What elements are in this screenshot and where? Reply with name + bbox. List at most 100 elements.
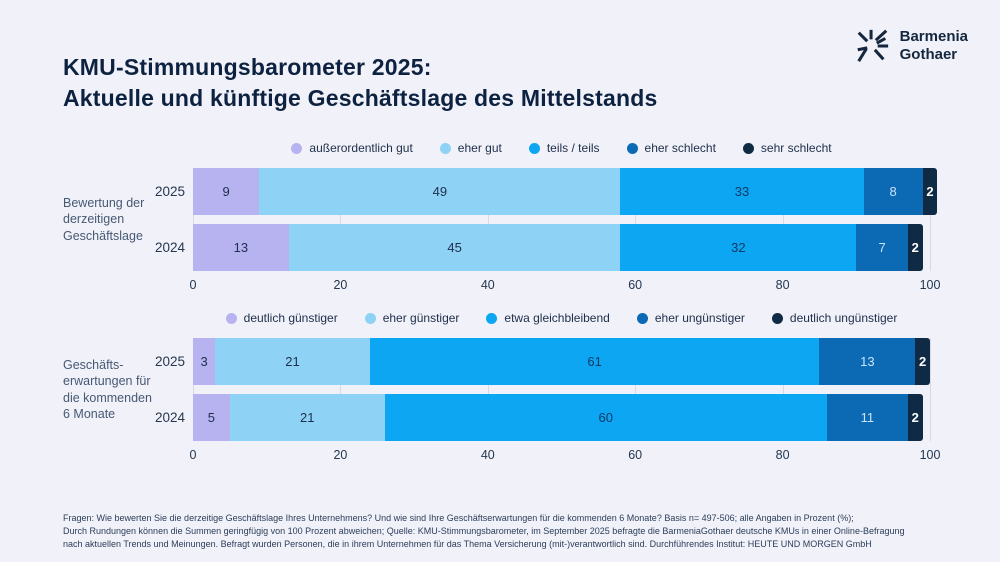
bar-rows: 2025 9 49 33 8 2 2024 13 45 32 7 2 (155, 168, 938, 271)
legend-label: etwa gleichbleibend (504, 311, 610, 325)
legend-item: außerordentlich gut (291, 141, 413, 155)
group-label-line: 6 Monate (63, 407, 116, 421)
brand-logo: Barmenia Gothaer (853, 27, 968, 65)
legend-item: eher schlecht (626, 141, 716, 155)
legend-dot-icon (225, 312, 237, 324)
plot-area: Bewertung der derzeitigen Geschäftslage 202… (63, 168, 941, 294)
year-label: 2024 (154, 410, 185, 425)
legend-label: deutlich ungünstiger (789, 311, 898, 325)
legend-item: sehr schlecht (742, 141, 832, 155)
legend-label: außerordentlich gut (309, 141, 413, 155)
legend-label: eher günstiger (382, 311, 460, 325)
legend-dot-icon (528, 142, 540, 154)
brand-name-line-2: Gothaer (899, 46, 958, 63)
x-axis: 0 20 40 60 80 100 (189, 448, 941, 464)
bar-row: 2025 3 21 61 13 2 (155, 338, 930, 385)
axis-tick-label: 0 (189, 278, 197, 292)
gridline (782, 168, 784, 271)
legend-dot-icon (364, 312, 376, 324)
axis-tick-label: 80 (775, 448, 790, 462)
bar-segment: 11 (826, 394, 908, 441)
gridline (487, 168, 489, 271)
bar-segment: 32 (620, 224, 857, 271)
axis-tick-label: 20 (333, 448, 348, 462)
axis-tick-label: 100 (919, 448, 941, 462)
legend-dot-icon (636, 312, 648, 324)
gridline (193, 338, 194, 441)
legend-dot-icon (291, 142, 303, 154)
axis-tick-label: 0 (189, 448, 197, 462)
bar-segment: 3 (193, 338, 216, 385)
legend-item: deutlich ungünstiger (771, 311, 898, 325)
group-label-line: Geschäftslage (63, 228, 143, 243)
footnote-line-2: Durch Rundungen können die Summen gering… (63, 526, 905, 536)
legend-item: eher ungünstiger (636, 311, 745, 325)
axis-tick-label: 80 (775, 278, 790, 292)
brand-name-line-1: Barmenia (899, 28, 968, 45)
bar-segment: 2 (922, 168, 938, 215)
legend-dot-icon (626, 142, 638, 154)
group-label-line: die kommenden (63, 390, 152, 405)
group-label-line: Bewertung der (63, 195, 145, 210)
legend-label: eher ungünstiger (654, 311, 745, 325)
axis-tick-label: 60 (628, 278, 643, 292)
stacked-bar-chart: außerordentlich gut eher gut teils / teils… (0, 140, 1000, 294)
x-axis: 0 20 40 60 80 100 (189, 278, 941, 294)
bar-segment: 21 (215, 338, 370, 385)
legend-item: eher günstiger (364, 311, 460, 325)
legend-label: eher gut (457, 141, 502, 155)
bar-segment: 45 (288, 224, 621, 271)
page-title: KMU-Stimmungsbarometer 2025: Aktuelle un… (63, 52, 657, 114)
bar-segment: 2 (907, 224, 923, 271)
bar-segment: 21 (229, 394, 385, 441)
footnote-line-3: nach aktuellen Trends und Meinungen. Bef… (63, 539, 872, 549)
bar-row: 2024 5 21 60 11 2 (155, 394, 930, 441)
gridline (193, 168, 194, 271)
bar-segment: 2 (915, 338, 930, 385)
legend-dot-icon (771, 312, 783, 324)
bar-row: 2025 9 49 33 8 2 (155, 168, 938, 215)
legend-label: sehr schlecht (760, 141, 832, 155)
legend-label: eher schlecht (644, 141, 716, 155)
year-label: 2024 (154, 240, 185, 255)
bar-rows: 2025 3 21 61 13 2 2024 5 21 60 11 2 (155, 338, 930, 441)
legend-item: deutlich günstiger (225, 311, 338, 325)
gridline (340, 168, 342, 271)
bar-row: 2024 13 45 32 7 2 (155, 224, 930, 271)
footnote-line-1: Fragen: Wie bewerten Sie die derzeitige … (63, 513, 854, 523)
stacked-bar: 5 21 60 11 2 (193, 394, 923, 441)
group-label: Geschäfts-erwartungen für die kommenden 6 … (63, 338, 187, 441)
stacked-bar: 13 45 32 7 2 (193, 224, 923, 271)
group-label-line: derzeitigen (63, 212, 125, 227)
stacked-bar-chart: deutlich günstiger eher günstiger etwa gle… (0, 310, 1000, 464)
bar-segment: 13 (819, 338, 916, 385)
bar-segment: 33 (620, 168, 864, 215)
axis-tick-label: 60 (628, 448, 643, 462)
legend-dot-icon (742, 142, 754, 154)
gridline (635, 168, 637, 271)
gridlines (193, 168, 931, 271)
brand-name: Barmenia Gothaer (900, 28, 968, 64)
axis-tick-label: 100 (919, 278, 941, 292)
gridline (340, 338, 342, 441)
gridline (930, 168, 931, 271)
legend-item: teils / teils (528, 141, 600, 155)
starburst-icon (853, 27, 891, 65)
legend-item: eher gut (439, 141, 502, 155)
legend-item: etwa gleichbleibend (486, 311, 610, 325)
plot-area: Geschäfts-erwartungen für die kommenden 6 … (63, 338, 941, 464)
bar-segment: 49 (259, 168, 621, 215)
legend: deutlich günstiger eher günstiger etwa gle… (193, 310, 930, 326)
gridlines (193, 338, 931, 441)
gridline (782, 338, 784, 441)
gridline (487, 338, 489, 441)
stacked-bar: 9 49 33 8 2 (193, 168, 938, 215)
group-label-line: erwartungen für (63, 374, 151, 388)
title-line-2: Aktuelle und künftige Geschäftslage des … (63, 85, 658, 111)
footnote: Fragen: Wie bewerten Sie die derzeitige … (63, 512, 958, 551)
bar-segment: 60 (384, 394, 827, 441)
gridline (930, 338, 931, 441)
year-label: 2025 (154, 184, 185, 199)
axis-tick-label: 20 (333, 278, 348, 292)
bar-segment: 2 (907, 394, 923, 441)
